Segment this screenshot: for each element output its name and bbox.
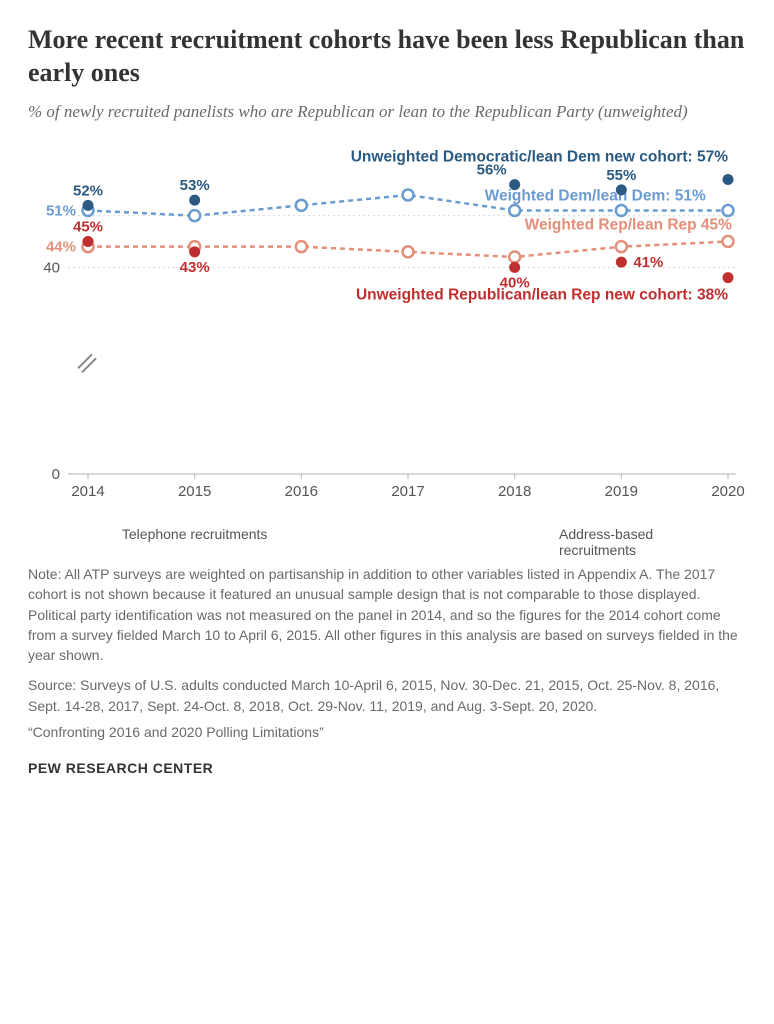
svg-text:55%: 55% <box>606 167 636 184</box>
chart-svg: 0 40 2014 2015 2016 2017 2018 2019 2020 51% Weight… <box>28 144 746 524</box>
svg-text:40: 40 <box>43 259 60 276</box>
svg-text:Unweighted Democratic/lean Dem: Unweighted Democratic/lean Dem new cohor… <box>351 148 728 165</box>
page-title: More recent recruitment cohorts have bee… <box>28 24 746 89</box>
svg-text:2016: 2016 <box>285 483 318 500</box>
svg-text:43%: 43% <box>180 259 210 276</box>
svg-text:2017: 2017 <box>391 483 424 500</box>
svg-text:2015: 2015 <box>178 483 211 500</box>
x-group-label: Address-based recruitments <box>559 526 684 558</box>
footer-brand: PEW RESEARCH CENTER <box>28 760 746 776</box>
svg-text:Unweighted Republican/lean Rep: Unweighted Republican/lean Rep new cohor… <box>356 287 728 304</box>
note-text: Note: All ATP surveys are weighted on pa… <box>28 564 746 665</box>
svg-text:51%: 51% <box>46 202 76 219</box>
svg-text:2019: 2019 <box>605 483 638 500</box>
svg-text:0: 0 <box>52 466 60 483</box>
svg-text:2020: 2020 <box>711 483 744 500</box>
subtitle: % of newly recruited panelists who are R… <box>28 101 746 124</box>
chart: 0 40 2014 2015 2016 2017 2018 2019 2020 51% Weight… <box>28 144 746 524</box>
svg-text:2018: 2018 <box>498 483 531 500</box>
svg-text:53%: 53% <box>180 177 210 194</box>
svg-text:2014: 2014 <box>71 483 104 500</box>
svg-text:41%: 41% <box>633 254 663 271</box>
source-text: Source: Surveys of U.S. adults conducted… <box>28 675 746 716</box>
report-text: “Confronting 2016 and 2020 Polling Limit… <box>28 722 746 742</box>
svg-text:44%: 44% <box>46 239 76 256</box>
svg-text:Weighted Rep/lean Rep 45%: Weighted Rep/lean Rep 45% <box>525 216 733 233</box>
svg-text:52%: 52% <box>73 182 103 199</box>
x-axis-group-labels: Telephone recruitmentsAddress-based recr… <box>28 526 746 548</box>
x-group-label: Telephone recruitments <box>122 526 268 542</box>
svg-text:Weighted Dem/lean Dem: 51%: Weighted Dem/lean Dem: 51% <box>485 187 706 204</box>
svg-text:45%: 45% <box>73 218 103 235</box>
